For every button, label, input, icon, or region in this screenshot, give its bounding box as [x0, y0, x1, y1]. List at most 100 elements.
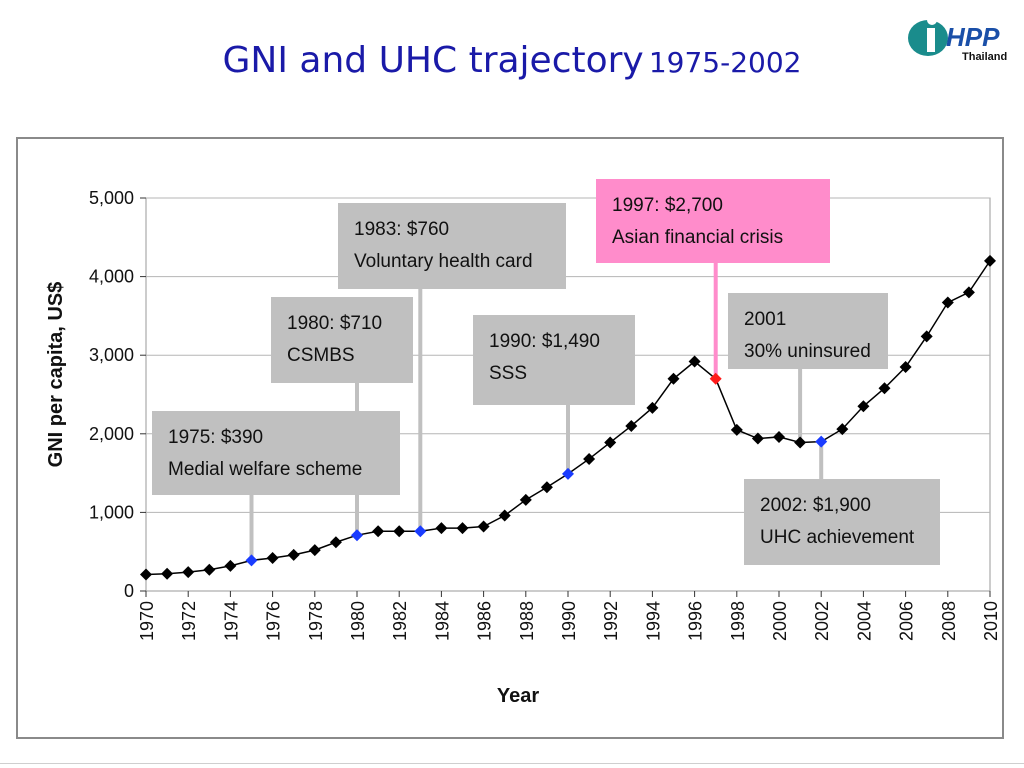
- data-point: [857, 400, 870, 413]
- annotation-line1: 1980: $710: [287, 313, 382, 334]
- x-tick-label: 2006: [897, 601, 917, 641]
- highlight-point: [562, 467, 574, 480]
- data-point: [625, 419, 638, 432]
- data-point: [287, 548, 300, 561]
- y-tick-label: 5,000: [89, 188, 134, 208]
- data-point: [794, 436, 807, 449]
- annotation-box: [271, 297, 413, 383]
- x-tick-label: 1986: [475, 601, 495, 641]
- data-point: [604, 436, 617, 449]
- annotation-box: [596, 179, 830, 263]
- y-tick-label: 2,000: [89, 424, 134, 444]
- data-point: [583, 452, 596, 465]
- annotation-box: [473, 315, 635, 405]
- x-tick-label: 2004: [854, 601, 874, 641]
- logo-text: HPP: [946, 22, 1000, 52]
- annotation-line2: SSS: [489, 363, 527, 384]
- data-point: [372, 525, 385, 538]
- x-tick-label: 1992: [601, 601, 621, 641]
- annotation-box: [744, 479, 940, 565]
- x-tick-label: 2000: [770, 601, 790, 641]
- data-point: [540, 481, 553, 494]
- x-tick-label: 1990: [559, 601, 579, 641]
- x-tick-label: 1974: [221, 601, 241, 641]
- data-point: [920, 330, 933, 343]
- data-point: [730, 423, 743, 436]
- data-point: [962, 286, 975, 299]
- title-years: 1975-2002: [648, 46, 802, 79]
- annotation-line1: 1975: $390: [168, 427, 263, 448]
- annotation-line1: 1990: $1,490: [489, 331, 600, 352]
- annotation-line1: 1983: $760: [354, 219, 449, 240]
- highlight-point: [709, 372, 722, 385]
- slide-title: GNI and UHC trajectory 1975-2002: [0, 40, 1024, 81]
- data-point: [899, 360, 912, 373]
- y-tick-label: 4,000: [89, 267, 134, 287]
- data-point: [161, 567, 174, 580]
- x-tick-label: 1980: [348, 601, 368, 641]
- data-point: [329, 536, 342, 549]
- data-point: [984, 254, 996, 267]
- bottom-rule: [0, 763, 1024, 764]
- x-tick-label: 1994: [643, 601, 663, 641]
- x-tick-label: 2008: [939, 601, 959, 641]
- data-point: [773, 430, 785, 443]
- chart-frame: 0 1,000 2,000 3,000 4,000 5,000 1970 1972 1974 19…: [16, 137, 1004, 739]
- x-tick-label: 1996: [686, 601, 706, 641]
- x-tick-label: 1970: [137, 601, 157, 641]
- data-point: [203, 563, 216, 576]
- x-tick-label: 2010: [981, 601, 1001, 641]
- data-point: [836, 423, 849, 436]
- data-point: [878, 382, 891, 395]
- y-tick-label: 0: [124, 581, 134, 601]
- data-point: [519, 493, 532, 506]
- title-main: GNI and UHC trajectory: [222, 40, 644, 81]
- annotation-line1: 2001: [744, 309, 786, 330]
- annotation-line2: Voluntary health card: [354, 251, 533, 272]
- data-point: [688, 355, 701, 368]
- annotation-line2: UHC achievement: [760, 527, 915, 548]
- gni-chart: 0 1,000 2,000 3,000 4,000 5,000 1970 1972 1974 19…: [45, 179, 1001, 707]
- data-point: [266, 551, 279, 564]
- annotation-box: [728, 293, 888, 369]
- annotation-line2: 30% uninsured: [744, 341, 871, 362]
- annotation-line2: CSMBS: [287, 345, 355, 366]
- data-point: [393, 525, 406, 538]
- annotation-line1: 1997: $2,700: [612, 195, 723, 216]
- x-tick-label: 1976: [264, 601, 284, 641]
- data-point: [308, 544, 321, 557]
- data-point: [941, 296, 954, 309]
- highlight-point: [351, 529, 363, 542]
- x-tick-label: 1982: [390, 601, 410, 641]
- annotation-box: [338, 203, 566, 289]
- annotation-box: [152, 411, 400, 495]
- logo-subtext: Thailand: [962, 51, 1007, 63]
- data-point: [646, 401, 659, 414]
- x-axis-title: Year: [497, 685, 539, 707]
- data-point: [435, 522, 448, 535]
- highlight-point: [414, 525, 427, 538]
- data-point: [667, 372, 680, 385]
- highlight-point: [245, 554, 258, 567]
- annotation-line2: Medial welfare scheme: [168, 459, 362, 480]
- data-point: [182, 566, 195, 579]
- y-axis-title: GNI per capita, US$: [45, 282, 67, 468]
- ihpp-logo: HPP Thailand: [908, 15, 1007, 63]
- x-tick-label: 1988: [517, 601, 537, 641]
- highlight-point: [815, 435, 828, 448]
- x-tick-label: 1984: [432, 601, 452, 641]
- x-tick-label: 1972: [179, 601, 199, 641]
- x-tick-label: 1998: [728, 601, 748, 641]
- y-tick-label: 3,000: [89, 345, 134, 365]
- data-point: [456, 522, 469, 535]
- data-point: [498, 509, 511, 522]
- data-point: [477, 520, 490, 533]
- x-tick-label: 1978: [306, 601, 326, 641]
- x-tick-label: 2002: [812, 601, 832, 641]
- data-point: [224, 559, 237, 572]
- annotation-line1: 2002: $1,900: [760, 495, 871, 516]
- annotation-line2: Asian financial crisis: [612, 227, 783, 248]
- y-tick-label: 1,000: [89, 502, 134, 522]
- data-point: [140, 568, 152, 581]
- data-point: [751, 432, 764, 445]
